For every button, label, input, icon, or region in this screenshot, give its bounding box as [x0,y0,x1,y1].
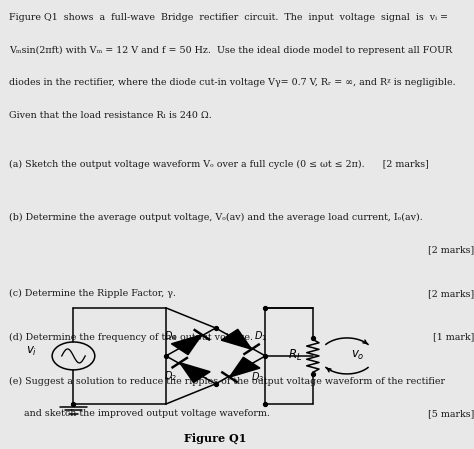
Polygon shape [229,357,260,377]
Text: $v_i$: $v_i$ [26,345,37,358]
Text: $D_4$: $D_4$ [164,330,178,343]
Text: (e) Suggest a solution to reduce the ripples of the output voltage waveform of t: (e) Suggest a solution to reduce the rip… [9,376,446,386]
Text: $D_2$: $D_2$ [164,369,177,383]
Polygon shape [172,335,202,355]
Text: diodes in the rectifier, where the diode cut-in voltage Vγ= 0.7 V, Rᵣ = ∞, and R: diodes in the rectifier, where the diode… [9,78,456,87]
Polygon shape [180,363,210,383]
Text: Given that the load resistance Rₗ is 240 Ω.: Given that the load resistance Rₗ is 240… [9,110,212,119]
Text: $R_L$: $R_L$ [288,348,302,364]
Text: (a) Sketch the output voltage waveform Vₒ over a full cycle (0 ≤ ωt ≤ 2π).      : (a) Sketch the output voltage waveform V… [9,160,429,169]
Text: Vₘsin(2πft) with Vₘ = 12 V and f = 50 Hz.  Use the ideal diode model to represen: Vₘsin(2πft) with Vₘ = 12 V and f = 50 Hz… [9,45,453,55]
Text: [2 marks]: [2 marks] [428,289,474,298]
Text: (c) Determine the Ripple Factor, γ.: (c) Determine the Ripple Factor, γ. [9,289,176,298]
Text: [1 mark]: [1 mark] [433,333,474,342]
Text: Figure Q1  shows  a  full-wave  Bridge  rectifier  circuit.  The  input  voltage: Figure Q1 shows a full-wave Bridge recti… [9,13,448,22]
Text: $v_o$: $v_o$ [351,349,365,362]
Text: [5 marks]: [5 marks] [428,409,474,418]
Text: (b) Determine the average output voltage, Vₒ(av) and the average load current, I: (b) Determine the average output voltage… [9,212,423,221]
Text: Figure Q1: Figure Q1 [184,432,247,444]
Text: [2 marks]: [2 marks] [428,245,474,254]
Text: (d) Determine the frequency of the output voltage.: (d) Determine the frequency of the outpu… [9,333,254,342]
Text: $D_1$: $D_1$ [254,330,267,343]
Text: and sketch the improved output voltage waveform.: and sketch the improved output voltage w… [9,409,270,418]
Text: $D_3$: $D_3$ [250,370,264,383]
Polygon shape [221,329,252,349]
